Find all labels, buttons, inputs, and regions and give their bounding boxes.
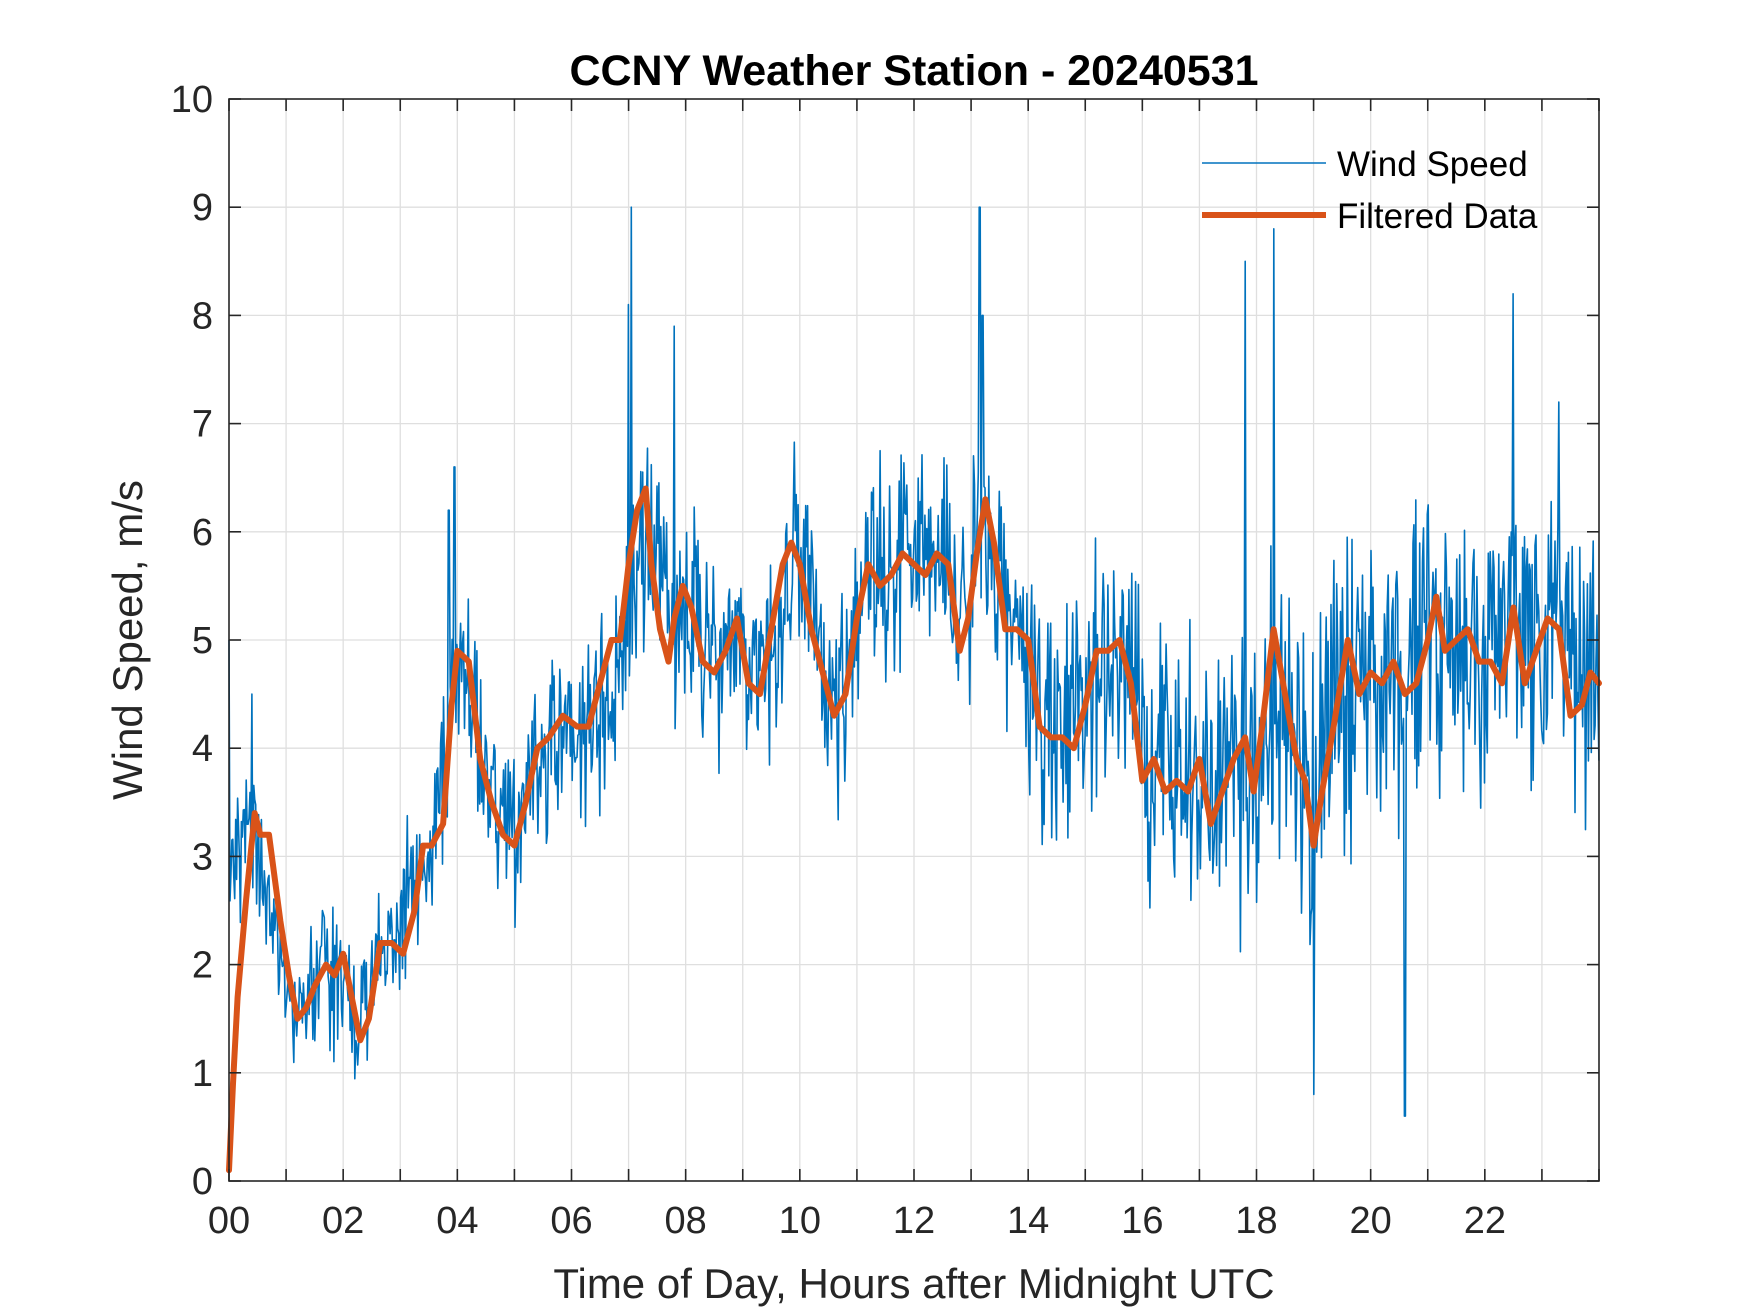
y-tick-label: 8 xyxy=(192,295,213,337)
x-tick-label: 08 xyxy=(665,1200,707,1242)
y-tick-label: 9 xyxy=(192,187,213,229)
legend-label-filtered-data: Filtered Data xyxy=(1337,197,1538,236)
legend: Wind Speed Filtered Data xyxy=(1202,145,1538,236)
x-tick-label: 04 xyxy=(436,1200,478,1242)
axis-ticks xyxy=(228,98,1600,1182)
y-tick-label: 2 xyxy=(192,945,213,987)
x-tick-label: 20 xyxy=(1350,1200,1392,1242)
x-tick-label: 02 xyxy=(322,1200,364,1242)
y-tick-label: 5 xyxy=(192,620,213,662)
y-tick-label: 3 xyxy=(192,836,213,878)
x-axis-title: Time of Day, Hours after Midnight UTC xyxy=(553,1260,1274,1307)
x-tick-label: 00 xyxy=(208,1200,250,1242)
y-tick-label: 4 xyxy=(192,728,213,770)
x-tick-label: 22 xyxy=(1464,1200,1506,1242)
filtered-data-line xyxy=(226,485,1602,1174)
y-tick-labels: 0 1 2 3 4 5 6 7 8 9 10 xyxy=(171,79,213,1203)
filtered-data-series xyxy=(226,485,1602,1174)
x-tick-label: 16 xyxy=(1121,1200,1163,1242)
chart-title: CCNY Weather Station - 20240531 xyxy=(569,47,1258,95)
y-tick-label: 10 xyxy=(171,79,213,121)
x-tick-label: 12 xyxy=(893,1200,935,1242)
x-tick-label: 06 xyxy=(550,1200,592,1242)
x-tick-label: 14 xyxy=(1007,1200,1049,1242)
y-tick-label: 1 xyxy=(192,1053,213,1095)
y-tick-label: 0 xyxy=(192,1161,213,1203)
x-tick-labels: 00 02 04 06 08 10 12 14 16 18 20 22 xyxy=(208,1200,1506,1242)
y-axis-title: Wind Speed, m/s xyxy=(104,480,151,800)
y-tick-label: 7 xyxy=(192,404,213,446)
x-tick-label: 10 xyxy=(779,1200,821,1242)
x-tick-label: 18 xyxy=(1235,1200,1277,1242)
y-tick-label: 6 xyxy=(192,512,213,554)
legend-label-wind-speed: Wind Speed xyxy=(1337,145,1528,184)
